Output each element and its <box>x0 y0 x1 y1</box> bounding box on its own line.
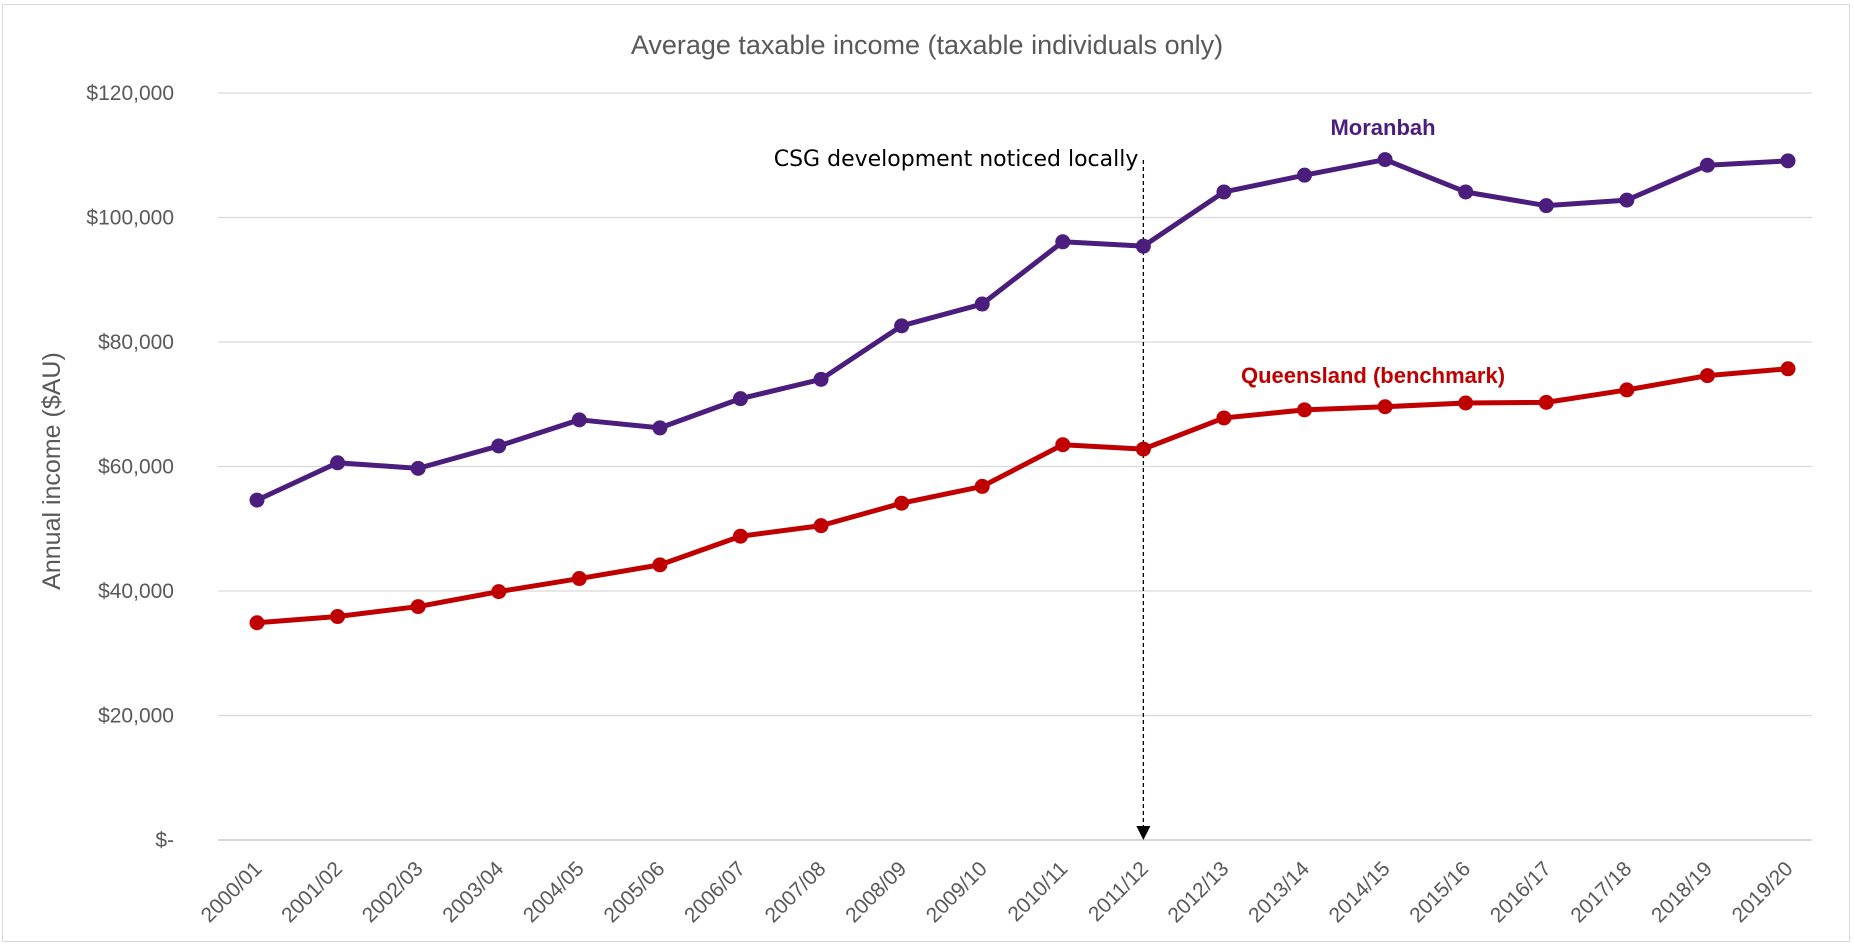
data-point-queensland <box>571 571 587 587</box>
data-point-queensland <box>1216 410 1232 426</box>
x-tick-label: 2009/10 <box>922 857 992 927</box>
annotation-arrowhead <box>1136 826 1151 840</box>
data-point-queensland <box>732 528 748 544</box>
x-tick-label: 2019/20 <box>1728 857 1798 927</box>
x-tick-label: 2003/04 <box>438 857 508 927</box>
y-tick-label: $100,000 <box>86 207 174 230</box>
data-point-moranbah <box>571 412 587 428</box>
data-point-moranbah <box>732 391 748 407</box>
x-tick-label: 2006/07 <box>680 857 750 927</box>
data-point-moranbah <box>1297 167 1313 183</box>
data-point-moranbah <box>1699 157 1715 173</box>
series-group <box>249 152 1796 631</box>
chart-title: Average taxable income (taxable individu… <box>631 30 1223 60</box>
data-point-moranbah <box>894 318 910 334</box>
series-label-moranbah: Moranbah <box>1330 115 1435 140</box>
x-tick-label: 2008/09 <box>841 857 911 927</box>
y-tick-label: $80,000 <box>98 331 174 354</box>
data-point-moranbah <box>410 460 426 476</box>
y-axis-label: Annual income ($AU) <box>38 352 66 590</box>
data-point-queensland <box>1135 441 1151 457</box>
y-tick-label: $- <box>155 829 174 852</box>
data-point-moranbah <box>1538 198 1554 214</box>
y-axis-ticks: $- $20,000 $40,000 $60,000 $80,000 $100,000 $1… <box>86 82 174 852</box>
x-tick-label: 2013/14 <box>1244 857 1314 927</box>
data-point-queensland <box>410 599 426 615</box>
data-point-queensland <box>974 478 990 494</box>
annotation: CSG development noticed locally <box>774 147 1151 840</box>
data-point-moranbah <box>1135 238 1151 254</box>
y-tick-label: $40,000 <box>98 580 174 603</box>
y-tick-label: $120,000 <box>86 82 174 105</box>
data-point-queensland <box>1619 382 1635 398</box>
x-tick-label: 2018/19 <box>1647 857 1717 927</box>
x-tick-label: 2011/12 <box>1084 857 1153 926</box>
data-point-queensland <box>1699 368 1715 384</box>
data-point-queensland <box>894 495 910 511</box>
annotation-text: CSG development noticed locally <box>774 147 1139 172</box>
x-tick-label: 2015/16 <box>1405 857 1475 927</box>
y-tick-label: $60,000 <box>98 456 174 479</box>
data-point-moranbah <box>652 420 668 436</box>
data-point-queensland <box>491 584 507 600</box>
data-point-moranbah <box>813 371 829 387</box>
data-point-moranbah <box>1377 152 1393 168</box>
data-point-queensland <box>1458 395 1474 411</box>
gridlines <box>218 92 1812 841</box>
x-tick-label: 2017/18 <box>1566 857 1636 927</box>
x-tick-label: 2014/15 <box>1325 857 1395 927</box>
series-line-moranbah <box>255 157 1789 503</box>
data-point-moranbah <box>249 492 265 508</box>
data-point-moranbah <box>1619 192 1635 208</box>
x-axis-ticks: 2000/01 2001/02 2002/03 2003/04 2004/05 2005/… <box>197 857 1798 927</box>
x-tick-label: 2007/08 <box>761 857 831 927</box>
data-point-queensland <box>813 518 829 534</box>
data-point-moranbah <box>1780 153 1796 169</box>
data-point-moranbah <box>1216 184 1232 200</box>
x-tick-label: 2004/05 <box>519 857 589 927</box>
data-point-queensland <box>330 609 346 625</box>
x-tick-label: 2012/13 <box>1164 857 1234 927</box>
data-point-queensland <box>1055 437 1071 453</box>
y-tick-label: $20,000 <box>98 705 174 728</box>
data-point-queensland <box>1780 361 1796 377</box>
data-point-moranbah <box>1055 234 1071 250</box>
data-point-queensland <box>1377 399 1393 415</box>
series-labels: Moranbah Queensland (benchmark) <box>1241 115 1505 388</box>
data-point-queensland <box>249 615 265 631</box>
data-point-moranbah <box>491 438 507 454</box>
x-tick-label: 2005/06 <box>599 857 669 927</box>
data-point-queensland <box>1538 394 1554 410</box>
series-line-queensland <box>256 366 1789 626</box>
x-tick-label: 2000/01 <box>197 857 267 927</box>
data-point-queensland <box>652 557 668 573</box>
data-point-queensland <box>1297 402 1313 418</box>
x-tick-label: 2002/03 <box>358 857 428 927</box>
x-tick-label: 2016/17 <box>1486 857 1556 927</box>
series-label-queensland: Queensland (benchmark) <box>1241 363 1505 388</box>
data-point-moranbah <box>330 455 346 471</box>
data-point-moranbah <box>974 296 990 312</box>
data-point-moranbah <box>1458 184 1474 200</box>
x-tick-label: 2001/02 <box>277 857 347 927</box>
x-tick-label: 2010/11 <box>1003 857 1072 926</box>
